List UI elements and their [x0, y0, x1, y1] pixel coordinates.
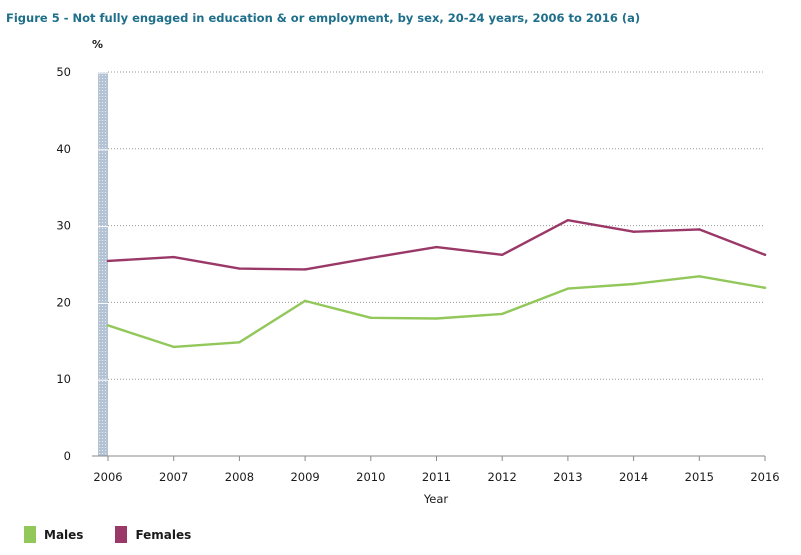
x-tick-label: 2009 [290, 470, 319, 484]
x-tick-label: 2011 [422, 470, 451, 484]
data-point-males [501, 312, 504, 316]
grid-lines [108, 71, 765, 380]
y-tick-label: 50 [56, 65, 71, 79]
chart-title: Figure 5 - Not fully engaged in educatio… [6, 11, 641, 25]
data-point-females [566, 219, 570, 222]
data-point-females [238, 267, 241, 270]
data-point-females [698, 228, 701, 231]
y-tick-label: 20 [56, 295, 71, 309]
legend-swatch-males [24, 526, 36, 543]
data-point-females [106, 259, 110, 263]
data-point-females [501, 253, 504, 256]
legend-label-females: Females [135, 527, 192, 542]
x-tick-label: 2013 [553, 470, 582, 484]
x-tick-label: 2015 [685, 470, 714, 484]
data-point-males [303, 299, 307, 303]
line-chart: 2006 2007 2008 2009 2010 2011 2012 2013 2014 2015… [56, 38, 780, 506]
legend-item-females: Females [115, 526, 191, 543]
data-point-females [369, 256, 372, 260]
y-axis-unit-label: % [92, 38, 103, 51]
data-point-females [303, 268, 307, 271]
x-tick-label: 2016 [750, 470, 779, 484]
x-tick-label: 2012 [488, 470, 517, 484]
legend-label-males: Males [44, 527, 84, 542]
x-tick-label: 2006 [93, 470, 122, 484]
data-point-males [763, 286, 767, 290]
data-point-males [172, 345, 175, 349]
data-point-females [172, 255, 175, 259]
data-point-males [632, 282, 635, 286]
x-tick-label: 2008 [225, 470, 254, 484]
y-tick-label: 0 [64, 449, 71, 463]
y-axis: 0 10 20 30 40 50 [56, 65, 71, 463]
data-point-males [435, 317, 438, 320]
y-axis-band [98, 72, 108, 458]
x-tick-label: 2010 [356, 470, 385, 484]
x-axis: 2006 2007 2008 2009 2010 2011 2012 2013 2014 2015… [92, 455, 780, 484]
x-tick-label: 2007 [159, 470, 188, 484]
data-point-females [632, 230, 635, 233]
data-point-females [435, 245, 438, 249]
data-point-males [698, 275, 701, 278]
data-point-males [238, 341, 241, 344]
legend-item-males: Males [24, 526, 83, 543]
x-axis-title: Year [423, 492, 449, 506]
series-lines [106, 218, 767, 349]
data-point-females [763, 253, 767, 256]
x-tick-label: 2014 [619, 470, 648, 484]
legend-swatch-females [115, 526, 128, 543]
data-point-males [369, 316, 372, 319]
y-tick-label: 10 [56, 372, 71, 386]
data-point-males [106, 324, 110, 327]
legend: Males Females [24, 526, 223, 543]
y-tick-label: 30 [56, 219, 71, 233]
y-axis-band-fill [98, 72, 108, 456]
y-tick-label: 40 [56, 142, 71, 156]
data-point-males [566, 287, 570, 290]
series-line-males [106, 275, 767, 349]
series-line-females [106, 218, 767, 271]
